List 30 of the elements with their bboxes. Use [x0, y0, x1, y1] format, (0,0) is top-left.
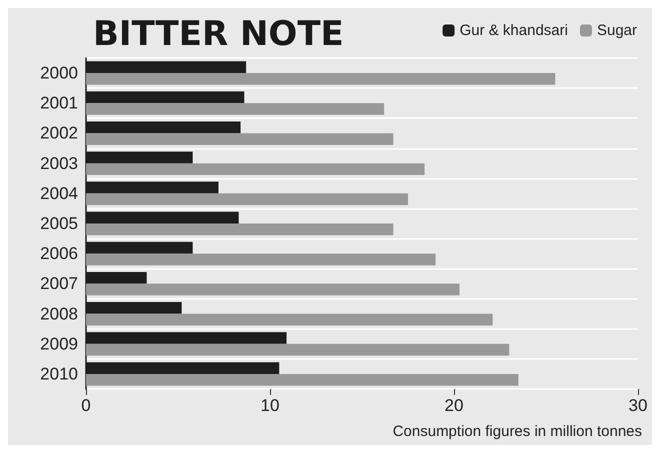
x-tick-label: 30 [628, 396, 648, 415]
bar [86, 284, 460, 296]
y-tick-label: 2008 [40, 304, 78, 324]
x-tick-label: 20 [444, 396, 464, 415]
x-tick-label: 0 [81, 396, 91, 415]
y-tick-label: 2005 [40, 214, 78, 233]
bar [86, 163, 425, 176]
y-tick-label: 2002 [40, 124, 78, 143]
y-tick-label: 2001 [40, 94, 78, 113]
chart-title: BITTER NOTE [93, 14, 344, 54]
y-tick-label: 2009 [40, 334, 78, 354]
text: Consumption figures in million tonnes [392, 423, 642, 440]
bar [86, 314, 493, 326]
x-tick-label: 10 [260, 396, 280, 415]
legend-label: Gur & khandsari [460, 22, 568, 39]
bar [86, 73, 556, 85]
bar [86, 374, 518, 386]
y-tick-label: 2010 [40, 364, 78, 384]
bar [86, 254, 436, 266]
bar [86, 103, 384, 115]
legend-label: Sugar [596, 22, 638, 39]
bar [86, 133, 394, 145]
bar [86, 344, 510, 356]
y-tick-label: 2004 [40, 184, 78, 203]
y-tick-label: 2007 [40, 274, 78, 294]
y-tick-label: 2006 [40, 244, 78, 264]
bar [86, 224, 394, 236]
y-tick-label: 2003 [40, 154, 78, 173]
bar [86, 193, 408, 206]
y-tick-label: 2000 [40, 64, 78, 83]
